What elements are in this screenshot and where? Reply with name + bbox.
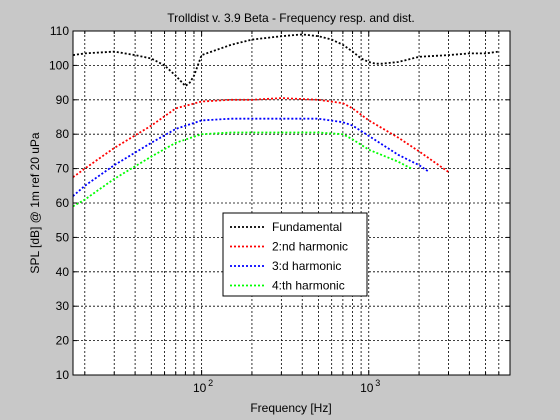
x-tick-label-base: 10	[360, 381, 374, 395]
y-tick-label: 70	[56, 162, 70, 176]
y-tick-label: 10	[56, 368, 70, 382]
chart-title: Trolldist v. 3.9 Beta - Frequency resp. …	[167, 11, 414, 25]
y-tick-label: 60	[56, 196, 70, 210]
y-tick-label: 30	[56, 299, 70, 313]
legend-label-3: 3:d harmonic	[272, 259, 341, 273]
series-line-3	[72, 117, 430, 197]
series-line-4	[72, 131, 412, 208]
ticks	[73, 30, 510, 376]
legend-label-1: Fundamental	[272, 220, 342, 234]
x-tick-label-base: 10	[193, 381, 207, 395]
y-tick-label: 100	[49, 58, 69, 72]
legend: Fundamental 2:nd harmonic 3:d harmonic 4:th…	[222, 212, 368, 297]
legend-label-2: 2:nd harmonic	[272, 240, 348, 254]
x-tick-labels: 10 2 10 3	[193, 378, 380, 395]
x-axis-label: Frequency [Hz]	[250, 401, 331, 415]
y-tick-labels: 10 20 30 40 50 60 70 80 90 100 110	[49, 24, 69, 382]
y-tick-label: 80	[56, 127, 70, 141]
legend-label-4: 4:th harmonic	[272, 279, 345, 293]
y-axis-label: SPL [dB] @ 1m ref 20 uPa	[28, 132, 42, 273]
grid	[73, 31, 510, 375]
y-tick-label: 110	[50, 24, 69, 38]
x-tick-label-exponent: 3	[375, 378, 380, 388]
y-tick-label: 90	[56, 93, 70, 107]
x-tick-label-exponent: 2	[208, 378, 213, 388]
y-tick-label: 50	[56, 230, 70, 244]
y-tick-label: 40	[56, 265, 70, 279]
series-line-2	[72, 97, 450, 178]
y-tick-label: 20	[56, 334, 70, 348]
series-layer	[72, 33, 499, 208]
series-line-1	[72, 33, 499, 88]
